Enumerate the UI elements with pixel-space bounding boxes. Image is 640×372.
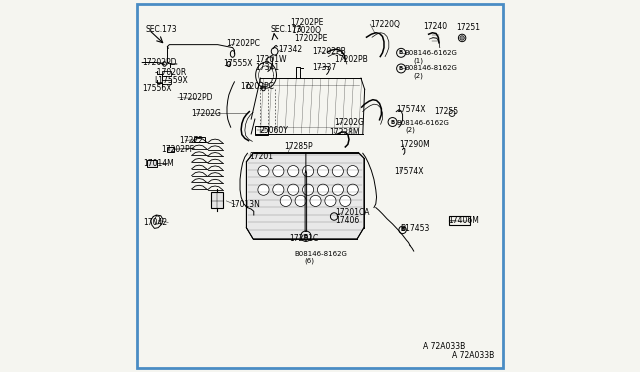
Text: 17556X: 17556X — [142, 84, 172, 93]
Text: 17014M: 17014M — [143, 159, 174, 168]
Circle shape — [317, 184, 328, 195]
Text: 17285P: 17285P — [285, 142, 314, 151]
Text: B: B — [399, 50, 403, 55]
Text: 17574X: 17574X — [394, 167, 424, 176]
Circle shape — [287, 184, 299, 195]
Text: 17202PE: 17202PE — [291, 18, 324, 27]
Bar — [147, 160, 157, 167]
Circle shape — [295, 195, 306, 206]
Circle shape — [332, 166, 344, 177]
Text: A 72A033B: A 72A033B — [424, 342, 466, 351]
Bar — [168, 147, 174, 152]
Text: 17202PD: 17202PD — [178, 93, 212, 102]
Text: 17201C: 17201C — [289, 234, 319, 243]
Text: (6): (6) — [305, 258, 314, 264]
Bar — [195, 137, 205, 142]
Text: 17202PB: 17202PB — [334, 55, 368, 64]
Text: 17201: 17201 — [250, 152, 273, 161]
Text: 17202PF: 17202PF — [161, 145, 194, 154]
Text: 17341: 17341 — [255, 63, 279, 72]
Circle shape — [287, 166, 299, 177]
Text: 17202PE: 17202PE — [294, 34, 327, 43]
Text: 17228M: 17228M — [330, 128, 360, 137]
Text: 17290M: 17290M — [399, 140, 429, 149]
Circle shape — [332, 184, 344, 195]
Circle shape — [317, 166, 328, 177]
Circle shape — [280, 195, 291, 206]
Text: B17453: B17453 — [400, 224, 429, 233]
Text: (2): (2) — [406, 127, 415, 134]
Text: 17020Q: 17020Q — [291, 26, 321, 35]
Text: 17255: 17255 — [435, 107, 459, 116]
Text: 17201W: 17201W — [255, 55, 287, 64]
Bar — [162, 71, 172, 76]
Circle shape — [273, 184, 284, 195]
Text: 17202PC: 17202PC — [240, 82, 274, 91]
Text: 17201CA: 17201CA — [335, 208, 369, 217]
Text: L17559X: L17559X — [154, 76, 188, 85]
Text: 17013N: 17013N — [230, 200, 260, 209]
Text: (1): (1) — [413, 57, 424, 64]
Circle shape — [460, 36, 465, 40]
Text: A 72A033B: A 72A033B — [452, 351, 494, 360]
Text: 17342: 17342 — [278, 45, 303, 54]
Text: 17574X: 17574X — [396, 105, 426, 114]
Circle shape — [347, 166, 358, 177]
Text: 17042: 17042 — [143, 218, 168, 227]
Circle shape — [258, 184, 269, 195]
Text: 17240: 17240 — [424, 22, 447, 31]
Text: 17202PD: 17202PD — [142, 58, 177, 67]
Circle shape — [258, 166, 269, 177]
Text: 17406M: 17406M — [449, 216, 479, 225]
Circle shape — [303, 166, 314, 177]
Bar — [211, 192, 223, 208]
Text: 17406: 17406 — [335, 217, 359, 225]
Text: B08146-6162G: B08146-6162G — [396, 120, 449, 126]
Text: 17202PB: 17202PB — [312, 47, 346, 56]
Circle shape — [310, 195, 321, 206]
Text: B: B — [304, 234, 308, 239]
Text: 17202G: 17202G — [191, 109, 221, 118]
Bar — [255, 126, 268, 135]
Text: (2): (2) — [413, 73, 424, 79]
Circle shape — [273, 166, 284, 177]
Text: 17272: 17272 — [179, 136, 204, 145]
Text: B: B — [390, 119, 395, 125]
Text: 17202PC: 17202PC — [227, 39, 260, 48]
Text: B08146-8162G: B08146-8162G — [294, 251, 347, 257]
Text: B: B — [399, 66, 403, 71]
Text: 17337: 17337 — [312, 63, 336, 72]
Text: SEC.173: SEC.173 — [271, 25, 303, 34]
Circle shape — [325, 195, 336, 206]
Text: -17020R: -17020R — [154, 68, 187, 77]
Circle shape — [303, 184, 314, 195]
Circle shape — [347, 184, 358, 195]
Text: SEC.173: SEC.173 — [145, 25, 177, 34]
Circle shape — [340, 195, 351, 206]
Text: B: B — [401, 227, 404, 232]
Bar — [162, 80, 172, 84]
Text: 17220Q: 17220Q — [370, 20, 400, 29]
Text: 17555X: 17555X — [223, 60, 253, 68]
Text: 17202G: 17202G — [334, 118, 364, 127]
Bar — [449, 216, 470, 225]
Text: 17251: 17251 — [456, 23, 480, 32]
Text: B08146-6162G: B08146-6162G — [405, 50, 458, 56]
Text: B08146-8162G: B08146-8162G — [405, 65, 458, 71]
Text: 25060Y: 25060Y — [260, 126, 289, 135]
Polygon shape — [246, 153, 364, 239]
